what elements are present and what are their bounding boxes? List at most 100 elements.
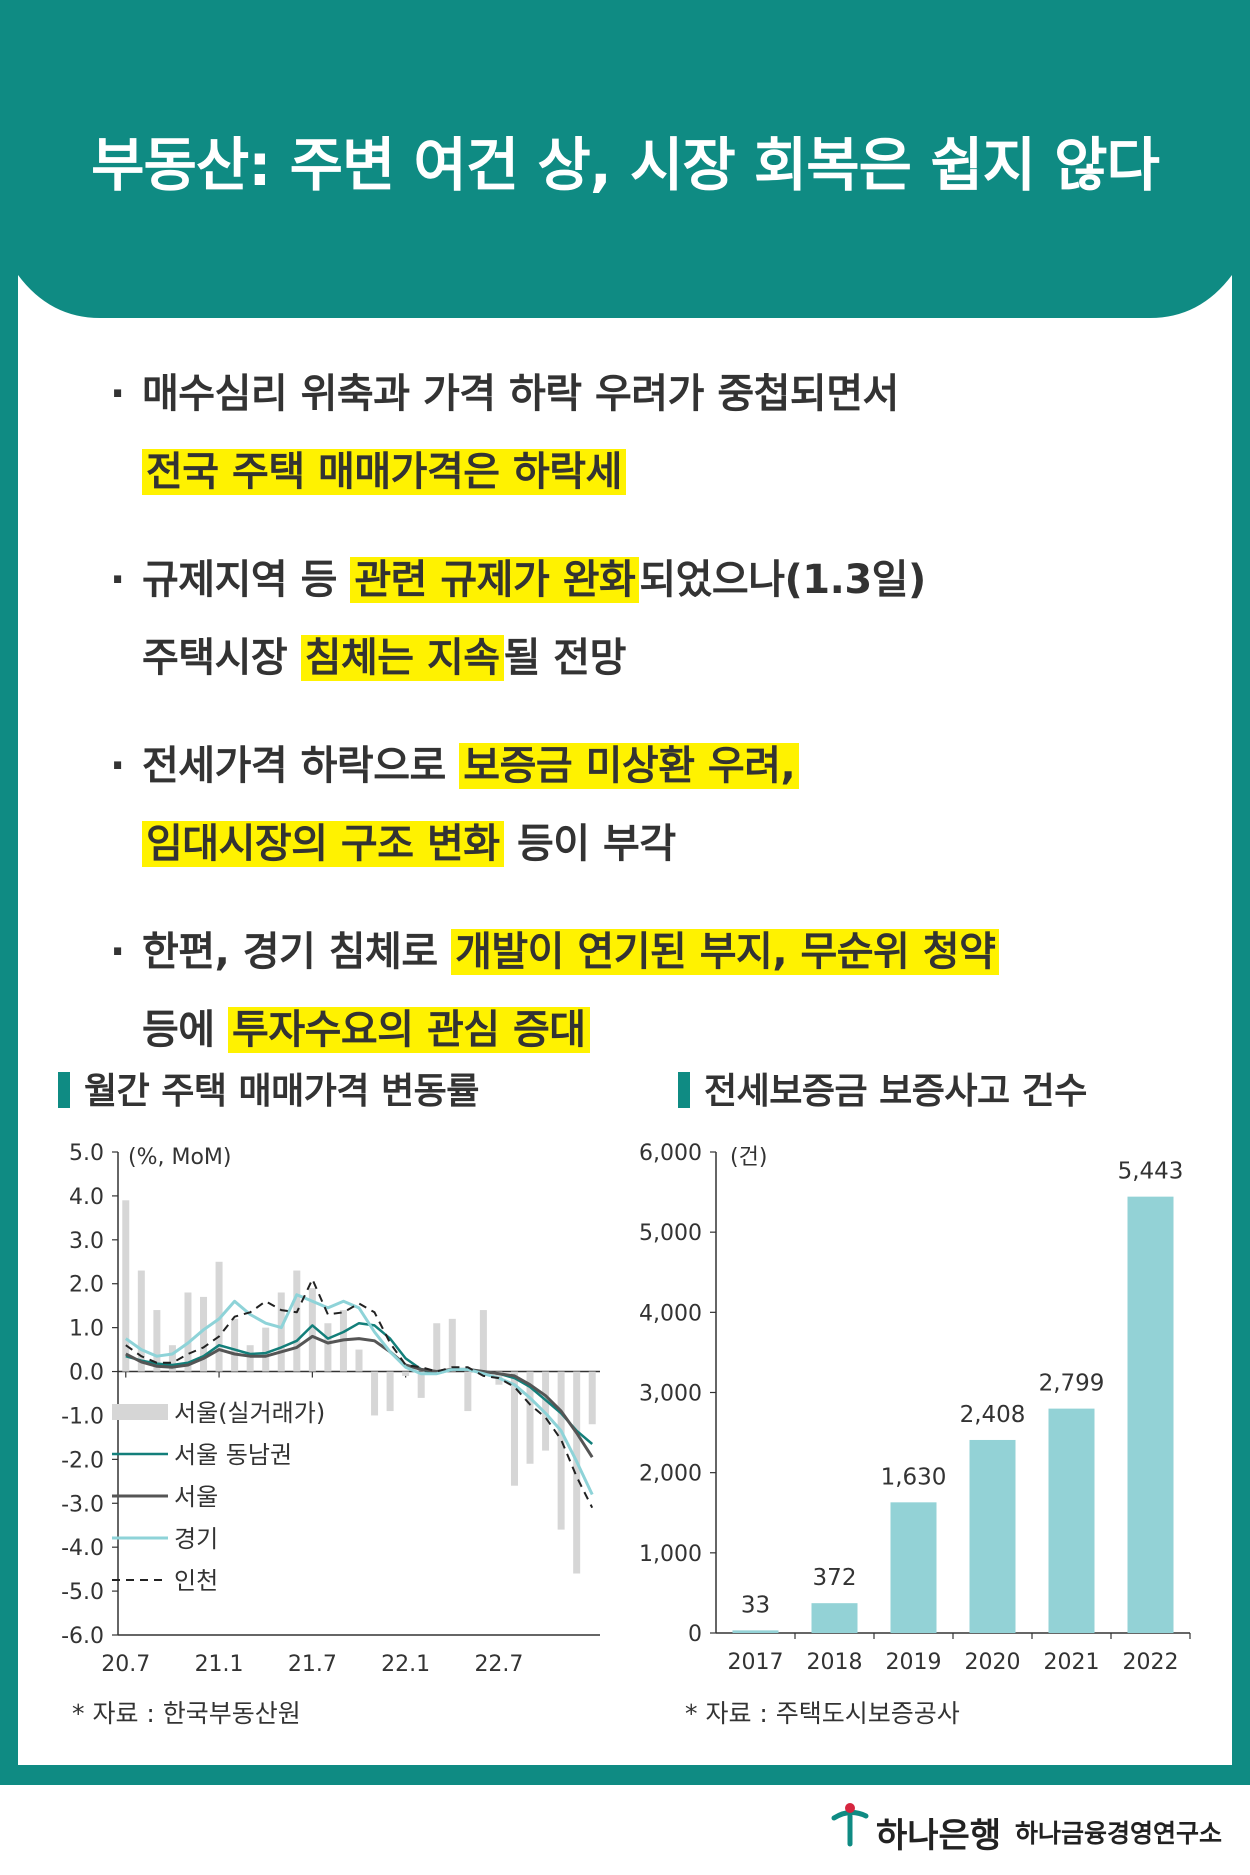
bar-seoul-actual: [526, 1371, 534, 1464]
highlighted-text: 임대시장의 구조 변화: [142, 821, 504, 867]
data-label: 372: [813, 1565, 857, 1591]
x-tick-label: 20.7: [101, 1652, 150, 1677]
chart1-title-text: 월간 주택 매매가격 변동률: [84, 1071, 479, 1112]
x-tick-label: 2018: [807, 1650, 863, 1675]
bullet-text: 되었으나(1.3일): [639, 557, 926, 603]
bar-seoul-actual: [417, 1371, 425, 1398]
bullet-text: 될 전망: [503, 635, 627, 681]
unit-label: (건): [730, 1145, 767, 1170]
bar-seoul-actual: [588, 1371, 596, 1425]
bar-seoul-actual: [293, 1270, 301, 1372]
title-marker: [58, 1072, 70, 1108]
bullet-text: 등에: [142, 1007, 229, 1053]
bar-2022: [1127, 1196, 1174, 1633]
x-tick-label: 22.1: [381, 1652, 430, 1677]
y-tick-label: -1.0: [61, 1404, 104, 1429]
bar-2019: [890, 1502, 937, 1633]
x-tick-label: 2017: [728, 1650, 784, 1675]
chart1-title: 월간 주택 매매가격 변동률: [58, 1062, 479, 1114]
x-tick-label: 2020: [965, 1650, 1021, 1675]
highlighted-text: 관련 규제가 완화: [350, 557, 640, 603]
page-title: 부동산: 주변 여건 상, 시장 회복은 쉽지 않다: [91, 131, 1160, 199]
bar-2020: [969, 1439, 1016, 1633]
bullet-line: · 매수심리 위축과 가격 하락 우려가 중첩되면서: [110, 355, 1160, 433]
legend-label: 서울 동남권: [174, 1441, 292, 1469]
bullet-text: 매수심리 위축과 가격 하락 우려가 중첩되면서: [142, 371, 899, 417]
bar-seoul-actual: [231, 1318, 239, 1372]
bar-2018: [811, 1603, 858, 1633]
line-gyeonggi: [124, 1293, 594, 1496]
bullet-line: · 전세가격 하락으로 보증금 미상환 우려,: [110, 727, 1160, 805]
bullet-text: 전세가격 하락으로: [142, 743, 460, 789]
title-marker: [678, 1072, 690, 1108]
y-tick-label: 5,000: [639, 1221, 702, 1246]
highlighted-text: 투자수요의 관심 증대: [228, 1007, 590, 1053]
bullet-line: · 한편, 경기 침체로 개발이 연기된 부지, 무순위 청약: [110, 913, 1160, 991]
bar-seoul-actual: [479, 1310, 487, 1372]
y-tick-label: -3.0: [61, 1492, 104, 1517]
highlighted-text: 보증금 미상환 우려,: [459, 743, 800, 789]
x-tick-label: 22.7: [474, 1652, 523, 1677]
y-tick-label: -4.0: [61, 1536, 104, 1561]
bar-seoul-actual: [262, 1327, 270, 1372]
bullet-line: 등에 투자수요의 관심 증대: [110, 991, 1160, 1069]
bar-2021: [1048, 1408, 1095, 1633]
bar-seoul-actual: [137, 1270, 145, 1372]
bullet-dot: ·: [110, 371, 125, 417]
bullet-item: · 한편, 경기 침체로 개발이 연기된 부지, 무순위 청약 등에 투자수요의 관…: [110, 913, 1160, 1069]
bar-seoul-actual: [355, 1349, 363, 1372]
bullet-item: · 전세가격 하락으로 보증금 미상환 우려, 임대시장의 구조 변화 등이 부각: [110, 727, 1160, 883]
highlighted-text: 침체는 지속: [300, 635, 504, 681]
legend-label: 서울(실거래가): [174, 1399, 325, 1427]
footer-bank: 하나은행: [876, 1816, 1002, 1856]
bar-seoul-actual: [464, 1371, 472, 1412]
bullet-dot: ·: [110, 929, 125, 975]
bullet-line: 임대시장의 구조 변화 등이 부각: [110, 805, 1160, 883]
legend-label: 서울: [174, 1483, 218, 1511]
bar-seoul-actual: [122, 1200, 130, 1372]
y-tick-label: 1.0: [69, 1317, 104, 1342]
highlighted-text: 전국 주택 매매가격은 하락세: [142, 449, 626, 495]
bar-seoul-actual: [386, 1371, 394, 1412]
bar-seoul-actual: [573, 1371, 581, 1574]
legend-swatch: [112, 1404, 168, 1420]
y-tick-label: 3,000: [639, 1382, 702, 1407]
bullet-text: 등이 부각: [503, 821, 676, 867]
bar-seoul-actual: [246, 1345, 254, 1372]
price-change-chart: 5.0 4.0 3.0 2.0 1.0 0.0 -1.0 -2.0 -3.0 -4.0 -5.0 -6…: [61, 1141, 600, 1677]
bar-seoul-actual: [308, 1288, 316, 1372]
y-tick-label: 4.0: [69, 1185, 104, 1210]
line-seoul: [125, 1334, 594, 1459]
y-tick-label: -5.0: [61, 1580, 104, 1605]
bar-seoul-actual: [433, 1323, 441, 1372]
x-tick-label: 21.1: [195, 1652, 244, 1677]
bar-seoul-actual: [215, 1261, 223, 1372]
chart2-source: * 자료 : 주택도시보증공사: [685, 1699, 960, 1728]
x-tick-label: 2021: [1044, 1650, 1100, 1675]
legend-label: 경기: [174, 1525, 218, 1553]
bar-seoul-actual: [184, 1292, 192, 1372]
bullet-line: · 규제지역 등 관련 규제가 완화 되었으나(1.3일): [110, 541, 1160, 619]
bullet-dot: ·: [110, 743, 125, 789]
data-label: 5,443: [1118, 1159, 1184, 1185]
y-tick-label: 5.0: [69, 1141, 104, 1166]
bullet-text: 주택시장: [142, 635, 301, 681]
bullet-line: 전국 주택 매매가격은 하락세: [110, 433, 1160, 511]
data-label: 33: [741, 1592, 770, 1618]
line-seoul-southeast: [125, 1321, 594, 1445]
line-incheon: [125, 1278, 594, 1509]
data-label: 2,799: [1039, 1371, 1105, 1397]
data-label: 1,630: [881, 1464, 947, 1490]
legend-label: 인천: [174, 1567, 218, 1595]
bar-seoul-actual: [153, 1310, 161, 1372]
chart1-source: * 자료 : 한국부동산원: [72, 1699, 301, 1728]
bar-2017: [732, 1630, 779, 1633]
y-tick-label: 2,000: [639, 1462, 702, 1487]
bar-seoul-actual: [510, 1371, 518, 1486]
bullet-dot: ·: [110, 557, 125, 603]
x-tick-label: 2022: [1123, 1650, 1179, 1675]
y-tick-label: 4,000: [639, 1301, 702, 1326]
